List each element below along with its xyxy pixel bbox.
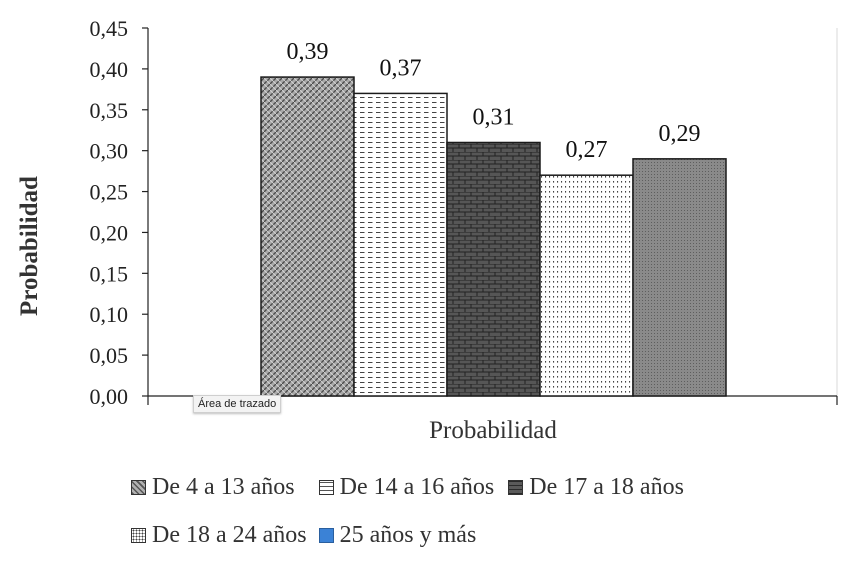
y-tick-label: 0,10: [90, 302, 129, 327]
bar-4[interactable]: [539, 174, 634, 397]
legend-item-17-18[interactable]: De 17 a 18 años: [508, 474, 684, 501]
y-tick-label: 0,05: [90, 343, 129, 368]
bar-2[interactable]: [353, 92, 448, 397]
legend-row-2: De 18 a 24 años 25 años y más: [131, 522, 478, 550]
legend-label: De 17 a 18 años: [529, 474, 684, 500]
legend-label: De 14 a 16 años: [339, 474, 495, 500]
bar-1[interactable]: [260, 76, 355, 397]
plot-area-tooltip: Área de trazado: [193, 395, 282, 413]
y-tick-label: 0,25: [90, 180, 129, 205]
y-tick-label: 0,45: [90, 16, 129, 41]
legend-row-1: De 4 a 13 años De 14 a 16 años De 17 a 1…: [131, 474, 686, 502]
x-axis-title: Probabilidad: [429, 417, 557, 444]
legend-item-4-13[interactable]: De 4 a 13 años: [131, 474, 295, 501]
data-label-1: 0,39: [287, 39, 329, 65]
legend-item-18-24[interactable]: De 18 a 24 años: [131, 522, 307, 549]
legend-swatch-crosshatch: [131, 480, 146, 495]
legend-label: 25 años y más: [339, 522, 477, 548]
legend-swatch-bricks: [508, 480, 524, 495]
legend-label: De 18 a 24 años: [152, 522, 307, 548]
bar-3[interactable]: [446, 141, 541, 397]
y-tick-label: 0,00: [90, 384, 129, 409]
legend-swatch-dots: [131, 528, 146, 543]
y-tick-label: 0,35: [90, 98, 129, 123]
data-label-3: 0,31: [473, 104, 515, 130]
data-label-5: 0,29: [659, 121, 701, 147]
y-axis-title: Probabilidad: [16, 176, 43, 316]
legend-swatch-blue: [318, 528, 334, 543]
y-tick-label: 0,20: [90, 220, 129, 245]
data-label-2: 0,37: [380, 55, 422, 81]
y-tick-label: 0,15: [90, 261, 129, 286]
data-label-4: 0,27: [566, 137, 608, 163]
legend-item-14-16[interactable]: De 14 a 16 años: [318, 474, 495, 501]
y-tick-label: 0,40: [90, 57, 129, 82]
legend-label: De 4 a 13 años: [152, 474, 295, 500]
legend-item-25-plus[interactable]: 25 años y más: [318, 522, 477, 549]
bar-5[interactable]: [632, 158, 727, 397]
y-tick-label: 0,30: [90, 139, 129, 164]
legend-swatch-dashes: [318, 480, 334, 495]
